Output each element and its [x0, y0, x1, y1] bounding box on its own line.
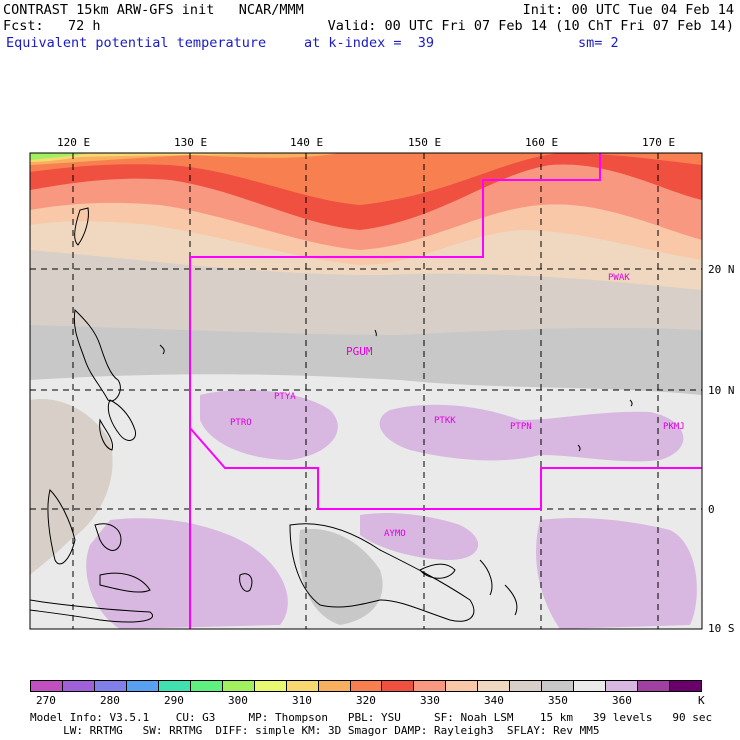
colorbar-swatch: [509, 681, 542, 691]
model-info-line2: LW: RRTMG SW: RRTMG DIFF: simple KM: 3D …: [30, 724, 600, 737]
colorbar-swatch: [669, 681, 702, 691]
station-ptya: PTYA: [274, 392, 296, 402]
colorbar-swatch: [157, 681, 190, 691]
colorbar-swatch: [349, 681, 382, 691]
forecast-hour: Fcst: 72 h: [3, 18, 101, 34]
station-aymo: AYMO: [384, 529, 406, 539]
colorbar-label: 300: [228, 694, 248, 707]
colorbar-label: 320: [356, 694, 376, 707]
station-ptkk: PTKK: [434, 416, 456, 426]
colorbar-swatch: [381, 681, 414, 691]
map-frame: [29, 152, 703, 630]
lon-label-160e: 160 E: [525, 136, 559, 149]
lon-label-170e: 170 E: [642, 136, 676, 149]
colorbar-swatch: [125, 681, 158, 691]
model-title: CONTRAST 15km ARW-GFS init NCAR/MMM: [3, 2, 304, 18]
colorbar-swatch: [605, 681, 638, 691]
colorbar-swatch: [253, 681, 286, 691]
colorbar-swatch: [541, 681, 574, 691]
level-index: at k-index = 39: [304, 35, 435, 51]
lon-label-140e: 140 E: [290, 136, 324, 149]
station-pkmj: PKMJ: [663, 422, 685, 432]
lat-label-0: 0: [708, 503, 715, 516]
colorbar-swatch: [93, 681, 126, 691]
colorbar-swatch: [221, 681, 254, 691]
colorbar-label: 330: [420, 694, 440, 707]
lat-label-20n: 20 N: [708, 263, 735, 276]
lat-label-10n: 10 N: [708, 384, 735, 397]
colorbar-swatch: [189, 681, 222, 691]
station-ptro: PTRO: [230, 418, 252, 428]
colorbar-label: 350: [548, 694, 568, 707]
colorbar-swatch: [413, 681, 446, 691]
colorbar-swatch: [31, 681, 62, 691]
lon-label-130e: 130 E: [174, 136, 208, 149]
field-name: Equivalent potential temperature: [6, 35, 267, 51]
valid-time: Valid: 00 UTC Fri 07 Feb 14 (10 ChT Fri …: [327, 18, 734, 34]
init-time: Init: 00 UTC Tue 04 Feb 14: [522, 2, 734, 18]
lat-label-10s: 10 S: [708, 622, 735, 635]
smoothing: sm= 2: [578, 35, 619, 51]
field-shading: [30, 153, 702, 629]
colorbar-swatch: [477, 681, 510, 691]
fir-boundary: [189, 153, 601, 629]
colorbar: [30, 680, 702, 692]
colorbar-label: 360: [612, 694, 632, 707]
model-info-line1: Model Info: V3.5.1 CU: G3 MP: Thompson P…: [30, 711, 713, 724]
fir-boundary-south: [189, 427, 702, 510]
lon-label-120e: 120 E: [57, 136, 91, 149]
station-pgum: PGUM: [346, 345, 373, 358]
colorbar-swatch: [61, 681, 94, 691]
colorbar-swatch: [285, 681, 318, 691]
colorbar-labels: 270 280 290 300 310 320 330 340 350 360: [0, 694, 740, 708]
colorbar-label: 270: [36, 694, 56, 707]
colorbar-swatch: [317, 681, 350, 691]
colorbar-label: 290: [164, 694, 184, 707]
colorbar-label: 280: [100, 694, 120, 707]
colorbar-unit: K: [698, 694, 705, 707]
station-ptpn: PTPN: [510, 422, 532, 432]
lon-label-150e: 150 E: [408, 136, 442, 149]
colorbar-swatch: [637, 681, 670, 691]
colorbar-swatch: [445, 681, 478, 691]
station-pwak: PWAK: [608, 273, 630, 283]
colorbar-label: 340: [484, 694, 504, 707]
colorbar-label: 310: [292, 694, 312, 707]
coastlines: [30, 207, 633, 623]
colorbar-swatch: [573, 681, 606, 691]
